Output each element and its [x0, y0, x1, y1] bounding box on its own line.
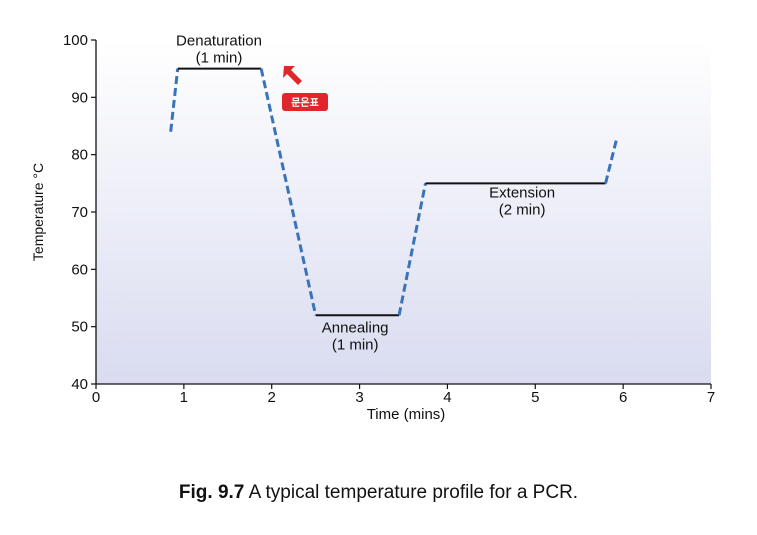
temperature-ramp-segment	[397, 183, 427, 316]
x-tick-label: 2	[268, 389, 276, 406]
y-tick-label: 60	[71, 261, 88, 278]
annotations-layer: Denaturation(1 min)Annealing(1 min)Exten…	[176, 33, 555, 354]
x-tick-label: 7	[707, 389, 715, 406]
x-tick-label: 4	[443, 389, 451, 406]
y-axis-label: Temperature °C	[30, 163, 46, 261]
temperature-ramp-segment	[604, 137, 619, 184]
annealing-label: Annealing	[322, 319, 389, 336]
extension-label: Extension	[489, 185, 555, 202]
badge-text: 문은표	[291, 97, 319, 109]
figure-caption: Fig. 9.7 A typical temperature profile f…	[0, 482, 757, 504]
caption-text: A typical temperature profile for a PCR.	[244, 482, 579, 503]
x-tick-label: 3	[355, 389, 363, 406]
annealing-duration: (1 min)	[332, 336, 379, 353]
x-axis-label: Time (mins)	[367, 406, 446, 423]
denaturation-duration: (1 min)	[196, 50, 243, 67]
y-tick-label: 70	[71, 204, 88, 221]
x-tick-label: 1	[180, 389, 188, 406]
y-tick-label: 100	[63, 32, 88, 49]
red-arrow-badge: 문은표	[282, 66, 328, 111]
denaturation-label: Denaturation	[176, 33, 262, 50]
caption-label: Fig. 9.7	[178, 482, 245, 503]
arrow-icon	[283, 66, 302, 85]
y-tick-label: 80	[71, 147, 88, 164]
y-tick-label: 90	[71, 89, 88, 106]
plot-background	[96, 40, 711, 384]
temperature-ramp-segment	[259, 68, 318, 316]
x-tick-label: 5	[531, 389, 539, 406]
x-tick-label: 6	[619, 389, 627, 406]
series-layer	[169, 67, 619, 317]
y-tick-label: 50	[71, 319, 88, 336]
extension-duration: (2 min)	[499, 202, 546, 219]
temperature-ramp-segment	[169, 68, 180, 132]
badge-box	[282, 93, 328, 111]
axes: 0 1 2 3 4 5 6 7 40 50 60 70 80 90 100	[63, 32, 715, 406]
y-tick-label: 40	[71, 376, 88, 393]
x-tick-label: 0	[92, 389, 100, 406]
